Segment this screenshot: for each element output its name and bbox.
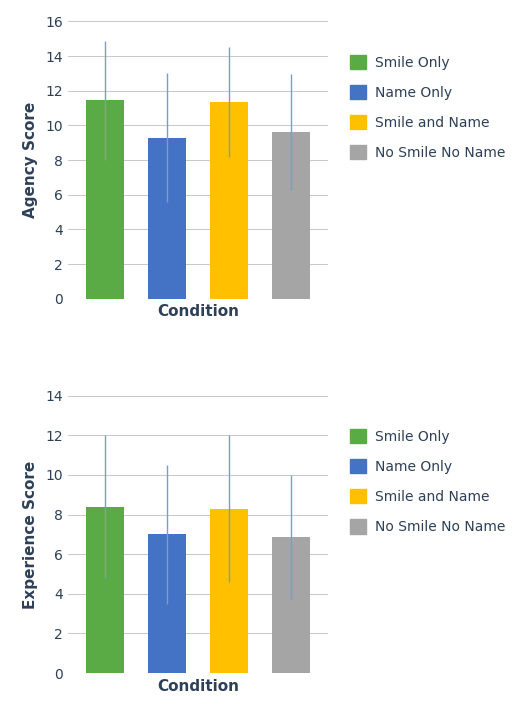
Bar [272,132,310,299]
X-axis label: Condition: Condition [157,304,239,319]
Bar [148,534,186,673]
Bar [272,538,310,673]
X-axis label: Condition: Condition [157,679,239,694]
Bar [210,102,248,299]
Bar [148,137,186,299]
Legend: Smile Only, Name Only, Smile and Name, No Smile No Name: Smile Only, Name Only, Smile and Name, N… [345,51,510,164]
Legend: Smile Only, Name Only, Smile and Name, No Smile No Name: Smile Only, Name Only, Smile and Name, N… [345,425,510,538]
Bar [86,507,124,673]
Bar [210,508,248,673]
Bar [86,100,124,299]
Y-axis label: Experience Score: Experience Score [23,460,39,609]
Y-axis label: Agency Score: Agency Score [23,102,38,218]
